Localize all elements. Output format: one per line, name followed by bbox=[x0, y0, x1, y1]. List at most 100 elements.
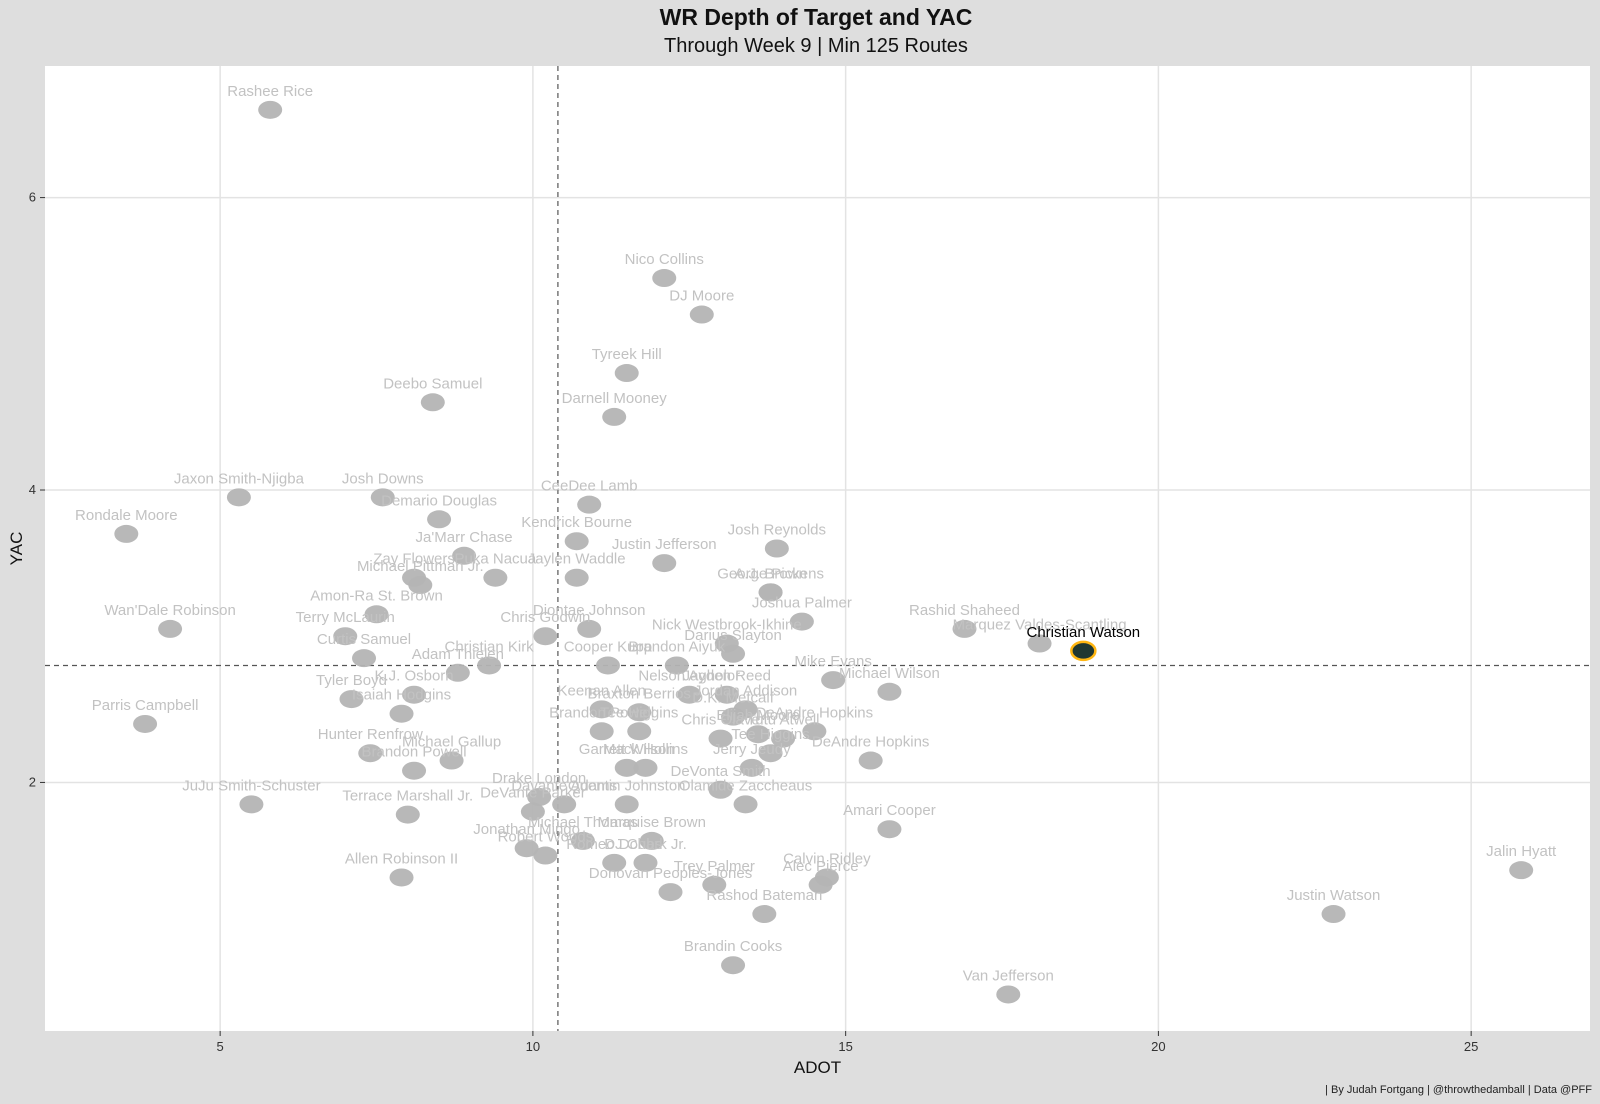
point-parris-campbell bbox=[133, 714, 158, 733]
point-k-j-osborn bbox=[402, 685, 427, 704]
y-tick-label: 2 bbox=[29, 774, 36, 789]
point-donovan-peoples-jones bbox=[658, 883, 683, 902]
point-kendrick-bourne bbox=[564, 532, 589, 551]
label-adam-thielen: Adam Thielen bbox=[412, 646, 504, 663]
point-wan-dale-robinson bbox=[158, 619, 183, 638]
label-tee-higgins: Tee Higgins bbox=[600, 704, 678, 721]
point-alec-pierce bbox=[808, 875, 833, 894]
label-braxton-berrios: Braxton Berrios bbox=[588, 685, 691, 702]
label-deebo-samuel: Deebo Samuel bbox=[383, 375, 482, 392]
point-quentin-johnston bbox=[614, 795, 639, 814]
x-tick-label: 20 bbox=[1151, 1039, 1165, 1054]
plot-panel bbox=[45, 66, 1590, 1031]
label-jalin-hyatt: Jalin Hyatt bbox=[1486, 843, 1557, 860]
label-ceedee-lamb: CeeDee Lamb bbox=[541, 478, 638, 495]
label-amon-ra-st-brown: Amon-Ra St. Brown bbox=[310, 587, 443, 604]
point-darnell-mooney bbox=[602, 407, 627, 426]
point-keenan-allen bbox=[589, 700, 614, 719]
point-tee-higgins bbox=[758, 744, 783, 763]
point-a-j-brown bbox=[758, 583, 783, 602]
point-michael-pittman-jr bbox=[408, 576, 433, 595]
caption: | By Judah Fortgang | @throwthedamball |… bbox=[1325, 1084, 1592, 1096]
label-michael-wilson: Michael Wilson bbox=[839, 665, 940, 682]
point-jalin-hyatt bbox=[1509, 861, 1534, 880]
point-justin-jefferson bbox=[652, 554, 677, 573]
grid-lines bbox=[45, 66, 1590, 1031]
point-cooper-kupp bbox=[595, 656, 620, 675]
chart-title: WR Depth of Target and YAC bbox=[659, 4, 973, 30]
point-puka-nacua bbox=[483, 568, 508, 587]
point-allen-robinson-ii bbox=[389, 868, 414, 887]
label-jaylen-waddle: Jaylen Waddle bbox=[528, 551, 626, 568]
label-trey-palmer: Trey Palmer bbox=[674, 858, 755, 875]
label-keenan-allen: Keenan Allen bbox=[557, 682, 645, 699]
point-jayden-reed bbox=[714, 685, 739, 704]
point-brandon-powell bbox=[402, 761, 427, 780]
point-drake-london bbox=[527, 788, 552, 807]
point-tyreek-hill bbox=[614, 364, 639, 383]
point-mack-hollins bbox=[633, 758, 658, 777]
point-joshua-palmer bbox=[789, 612, 814, 631]
label-puka-nacua: Puka Nacua bbox=[455, 551, 537, 568]
label-d-k-metcalf: D.K. Metcalf bbox=[692, 690, 775, 707]
label-michael-gallup: Michael Gallup bbox=[402, 734, 501, 751]
point-tee-higgins bbox=[627, 722, 652, 741]
reference-lines bbox=[45, 66, 1590, 1031]
label-tyler-boyd: Tyler Boyd bbox=[316, 672, 387, 689]
point-deebo-samuel bbox=[420, 393, 445, 412]
point-van-jefferson bbox=[996, 985, 1021, 1004]
label-josh-reynolds: Josh Reynolds bbox=[728, 522, 826, 539]
label-wan-dale-robinson: Wan'Dale Robinson bbox=[104, 602, 236, 619]
label-tutu-atwell: Tutu Atwell bbox=[747, 712, 820, 729]
label-jonathan-mingo: Jonathan Mingo bbox=[473, 821, 580, 838]
point-robert-woods bbox=[533, 846, 558, 865]
label-amari-cooper: Amari Cooper bbox=[843, 802, 936, 819]
point-davante-adams bbox=[552, 795, 577, 814]
point-terrace-marshall-jr bbox=[395, 805, 420, 824]
point-braxton-berrios bbox=[627, 703, 652, 722]
label-darius-slayton: Darius Slayton bbox=[684, 627, 782, 644]
label-garrett-wilson: Garrett Wilson bbox=[579, 741, 675, 758]
chart-subtitle: Through Week 9 | Min 125 Routes bbox=[664, 35, 968, 57]
label-devonta-smith: DeVonta Smith bbox=[671, 763, 771, 780]
point-labels: Rashee Rice Nico Collins DJ Moore Tyreek Hi… bbox=[75, 83, 1557, 985]
x-tick-label: 25 bbox=[1464, 1039, 1478, 1054]
x-axis-label: ADOT bbox=[794, 1058, 841, 1077]
point-diontae-johnson bbox=[577, 619, 602, 638]
label-devante-parker: DeVante Parker bbox=[480, 785, 586, 802]
label-drake-london: Drake London bbox=[492, 770, 586, 787]
point-dj-chark-jr bbox=[633, 853, 658, 872]
label-chris-godwin: Chris Godwin bbox=[500, 609, 590, 626]
data-points bbox=[114, 100, 1534, 1004]
label-donovan-peoples-jones: Donovan Peoples-Jones bbox=[589, 865, 752, 882]
label-rondale-moore: Rondale Moore bbox=[75, 507, 178, 524]
point-jaylen-waddle bbox=[564, 568, 589, 587]
label-isaiah-hodgins: Isaiah Hodgins bbox=[352, 687, 451, 704]
label-ja-marr-chase: Ja'Marr Chase bbox=[416, 529, 513, 546]
point-rashee-rice bbox=[258, 100, 283, 119]
point-josh-reynolds bbox=[764, 539, 789, 558]
label-allen-robinson-ii: Allen Robinson II bbox=[345, 850, 458, 867]
point-rashod-bateman bbox=[752, 905, 777, 924]
label-jerry-jeudy: Jerry Jeudy bbox=[713, 741, 791, 758]
label-quentin-johnston: Quentin Johnston bbox=[568, 777, 686, 794]
label-kendrick-bourne: Kendrick Bourne bbox=[521, 514, 632, 531]
label-terry-mclaurin: Terry McLaurin bbox=[296, 609, 395, 626]
label-deandre-hopkins: DeAndre Hopkins bbox=[812, 734, 930, 751]
label-marquez-valdes-scantling: Marquez Valdes-Scantling bbox=[953, 617, 1127, 634]
point-dj-moore bbox=[689, 305, 714, 324]
point-marquise-brown bbox=[639, 831, 664, 850]
point-tutu-atwell bbox=[771, 729, 796, 748]
point-chris-olave bbox=[708, 729, 733, 748]
point-ceedee-lamb bbox=[577, 495, 602, 514]
point-nico-collins bbox=[652, 269, 677, 288]
point-hunter-renfrow bbox=[358, 744, 383, 763]
point-olamide-zaccheaus bbox=[733, 795, 758, 814]
label-jayden-reed: Jayden Reed bbox=[683, 668, 771, 685]
label-joshua-palmer: Joshua Palmer bbox=[752, 595, 852, 612]
point-michael-wilson bbox=[877, 682, 902, 701]
label-brandon-powell: Brandon Powell bbox=[362, 744, 467, 761]
label-darnell-mooney: Darnell Mooney bbox=[562, 390, 668, 407]
point-demario-douglas bbox=[427, 510, 452, 529]
